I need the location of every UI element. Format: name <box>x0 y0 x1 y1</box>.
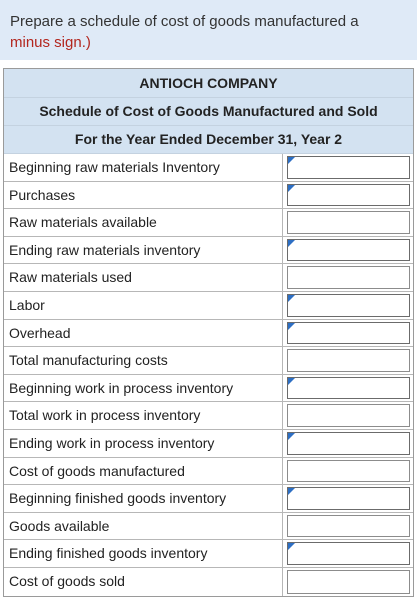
row-label: Goods available <box>4 512 283 540</box>
instructions-banner: Prepare a schedule of cost of goods manu… <box>0 0 417 60</box>
table-row: Raw materials used <box>4 264 413 292</box>
amount-cell <box>283 540 413 567</box>
cogs-schedule-table: ANTIOCH COMPANY Schedule of Cost of Good… <box>3 68 414 597</box>
table-row: Raw materials available <box>4 209 413 237</box>
table-row: Goods available <box>4 512 413 541</box>
amount-cell <box>283 347 413 374</box>
amount-cell <box>283 430 413 457</box>
schedule-period: For the Year Ended December 31, Year 2 <box>4 126 413 154</box>
row-label: Beginning raw materials Inventory <box>4 154 283 181</box>
row-label: Purchases <box>4 181 283 209</box>
amount-cell <box>283 154 413 181</box>
amount-input[interactable] <box>287 569 410 594</box>
amount-cell <box>283 182 413 209</box>
company-name: ANTIOCH COMPANY <box>4 69 413 98</box>
amount-dropdown-input[interactable] <box>287 293 410 317</box>
amount-dropdown-input[interactable] <box>287 487 410 510</box>
amount-cell <box>283 458 413 485</box>
schedule-rows: Beginning raw materials Inventory Purchas… <box>4 154 413 596</box>
amount-cell <box>283 264 413 291</box>
row-label: Cost of goods manufactured <box>4 457 283 485</box>
amount-cell <box>283 402 413 429</box>
amount-dropdown-input[interactable] <box>287 542 410 565</box>
amount-cell <box>283 485 413 512</box>
row-label: Labor <box>4 291 283 319</box>
amount-input[interactable] <box>287 459 410 483</box>
table-row: Ending finished goods inventory <box>4 540 413 568</box>
row-label: Total manufacturing costs <box>4 347 283 374</box>
amount-dropdown-input[interactable] <box>287 156 410 179</box>
row-label: Overhead <box>4 319 283 347</box>
amount-dropdown-input[interactable] <box>287 321 410 345</box>
table-row: Purchases <box>4 181 413 210</box>
row-label: Total work in process inventory <box>4 402 283 429</box>
table-row: Total work in process inventory <box>4 402 413 430</box>
row-label: Ending raw materials inventory <box>4 236 283 264</box>
amount-input[interactable] <box>287 514 410 538</box>
amount-input[interactable] <box>287 211 410 234</box>
amount-cell <box>283 568 413 596</box>
row-label: Beginning work in process inventory <box>4 374 283 402</box>
row-label: Raw materials available <box>4 209 283 236</box>
amount-cell <box>283 237 413 264</box>
amount-input[interactable] <box>287 266 410 289</box>
row-label: Raw materials used <box>4 264 283 291</box>
row-label: Cost of goods sold <box>4 567 283 596</box>
table-row: Labor <box>4 291 413 320</box>
amount-input[interactable] <box>287 349 410 372</box>
amount-cell <box>283 292 413 319</box>
table-row: Overhead <box>4 319 413 348</box>
amount-dropdown-input[interactable] <box>287 238 410 262</box>
table-row: Cost of goods sold <box>4 567 413 596</box>
amount-dropdown-input[interactable] <box>287 376 410 400</box>
amount-input[interactable] <box>287 404 410 427</box>
amount-dropdown-input[interactable] <box>287 183 410 207</box>
table-row: Total manufacturing costs <box>4 347 413 375</box>
table-row: Cost of goods manufactured <box>4 457 413 486</box>
instructions-note: minus sign.) <box>10 34 91 51</box>
schedule-title: Schedule of Cost of Goods Manufactured a… <box>4 98 413 126</box>
row-label: Beginning finished goods inventory <box>4 485 283 512</box>
table-row: Beginning raw materials Inventory <box>4 154 413 182</box>
amount-cell <box>283 375 413 402</box>
amount-cell <box>283 320 413 347</box>
row-label: Ending work in process inventory <box>4 429 283 457</box>
amount-cell <box>283 209 413 236</box>
table-row: Beginning finished goods inventory <box>4 485 413 513</box>
row-label: Ending finished goods inventory <box>4 540 283 567</box>
table-row: Ending work in process inventory <box>4 429 413 458</box>
instructions-text: Prepare a schedule of cost of goods manu… <box>10 13 359 30</box>
amount-cell <box>283 513 413 540</box>
amount-dropdown-input[interactable] <box>287 431 410 455</box>
table-row: Ending raw materials inventory <box>4 236 413 265</box>
table-row: Beginning work in process inventory <box>4 374 413 403</box>
